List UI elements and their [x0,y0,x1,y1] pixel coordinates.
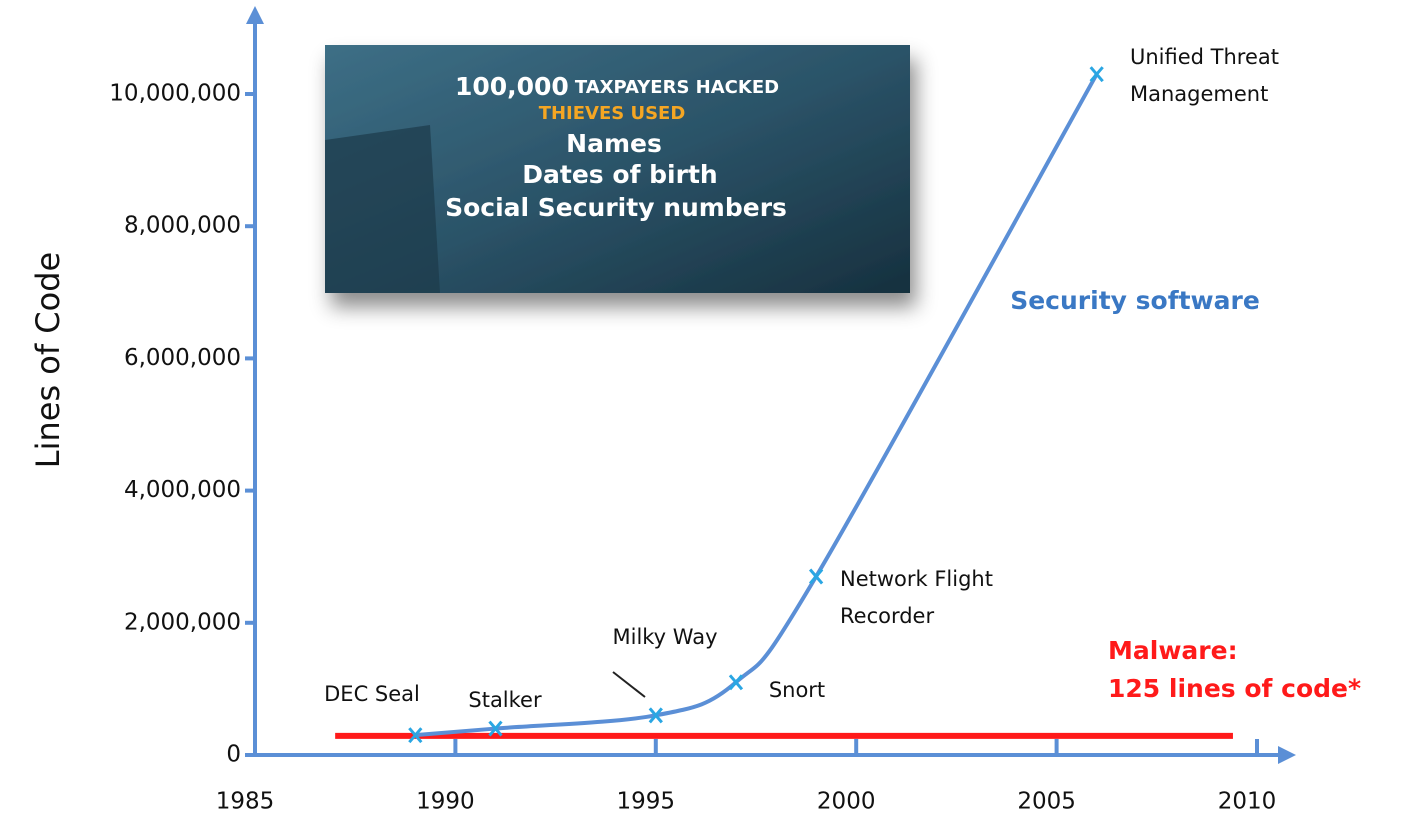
inset-headline-text: TAXPAYERS HACKED [575,77,779,98]
malware-label: 125 lines of code* [1108,674,1361,703]
inset-line: Dates of birth [522,160,717,189]
x-tick-label: 1995 [617,789,676,815]
x-tick-label: 1985 [216,789,275,815]
y-tick-label: 0 [226,742,241,768]
point-label: Stalker [468,688,542,712]
marker [408,727,423,744]
inset-shape [325,125,440,293]
x-tick-label: 1990 [416,789,475,815]
point-label: Network Flight [840,567,993,591]
y-axis-arrow [246,6,264,24]
point-label: DEC Seal [324,682,420,706]
malware-label: Malware: [1108,636,1238,665]
y-tick-label: 4,000,000 [124,477,241,503]
marker [488,720,503,737]
inset-subhead: THIEVES USED [539,103,686,124]
x-tick-label: 2005 [1017,789,1076,815]
x-tick-label: 2000 [817,789,876,815]
y-tick-label: 2,000,000 [124,609,241,635]
marker [808,568,824,585]
point-label: Unified Threat [1130,45,1279,69]
point-label: Milky Way [612,625,717,649]
x-axis-arrow [1278,746,1296,764]
inset-line: Names [566,129,662,158]
inset-line: Social Security numbers [445,193,787,222]
y-tick-label: 8,000,000 [124,213,241,239]
series-label: Security software [1010,286,1260,315]
inset-headline-number: 100,000 [455,72,569,101]
y-tick-label: 10,000,000 [109,81,241,107]
point-label: Management [1130,82,1268,106]
y-tick-label: 6,000,000 [124,345,241,371]
inset-image: 100,000 TAXPAYERS HACKED THIEVES USED Nam… [325,45,910,293]
marker [648,707,663,724]
inset-headline: 100,000 TAXPAYERS HACKED [455,72,779,101]
point-label: Recorder [840,604,934,628]
point-label: Snort [769,678,825,702]
marker [728,674,744,691]
leader-line [612,671,646,698]
x-tick-label: 2010 [1218,789,1277,815]
marker [1089,66,1104,83]
y-axis-label: Lines of Code [29,252,67,468]
